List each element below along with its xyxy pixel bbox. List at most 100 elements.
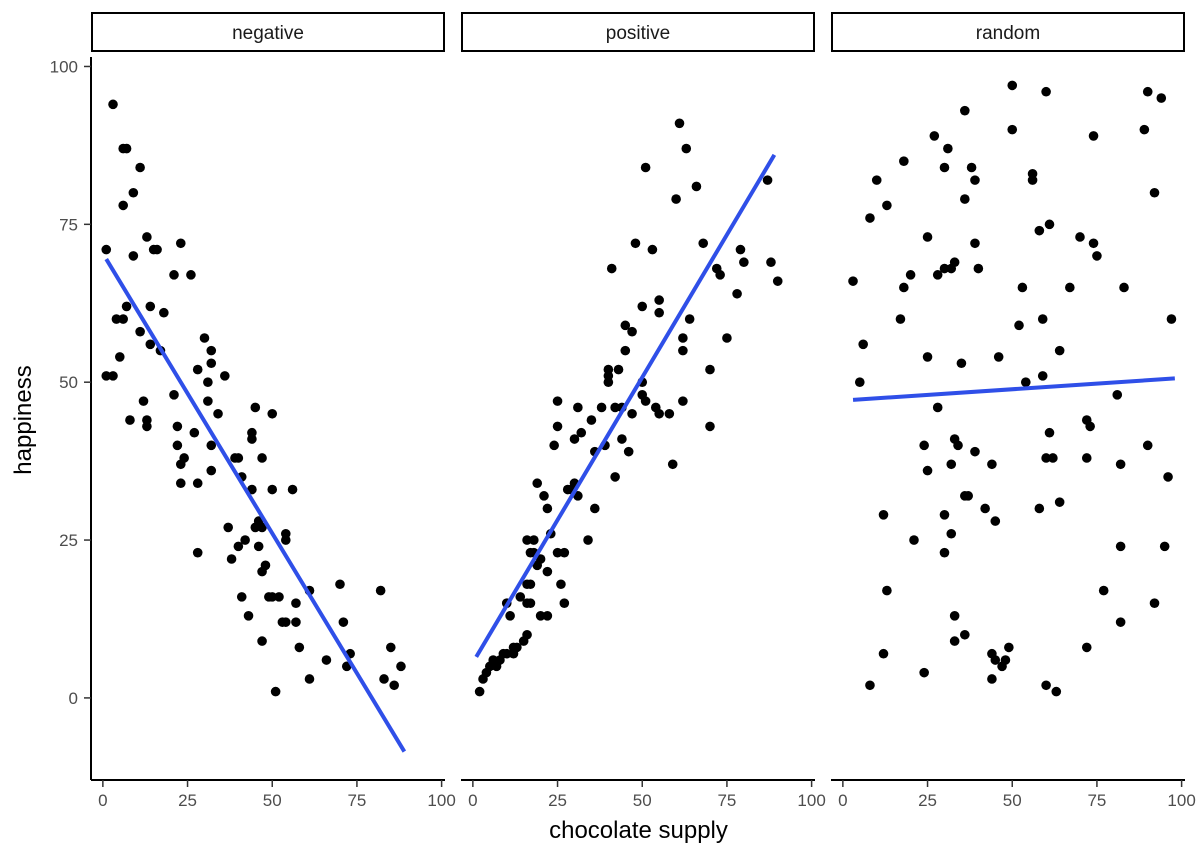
- data-point: [522, 535, 532, 545]
- panel-negative: negative 0 25 50 75 100 0 25 50 75 100: [50, 12, 456, 810]
- data-point: [610, 472, 620, 482]
- data-point: [529, 535, 539, 545]
- data-point: [128, 251, 139, 261]
- data-point: [1098, 585, 1109, 596]
- data-point: [142, 421, 152, 432]
- strip-label: negative: [232, 23, 304, 44]
- data-point: [987, 674, 997, 684]
- data-point: [664, 408, 675, 419]
- strip-label: random: [976, 23, 1040, 44]
- data-point: [943, 143, 953, 154]
- x-tick-label: 25: [918, 791, 937, 810]
- data-point: [684, 314, 695, 324]
- data-point: [1166, 314, 1177, 324]
- data-point: [253, 541, 264, 552]
- data-point: [145, 301, 156, 312]
- data-point: [396, 661, 406, 672]
- data-point: [287, 484, 298, 495]
- data-point: [960, 629, 970, 640]
- data-point: [111, 314, 122, 324]
- data-point: [121, 301, 132, 312]
- data-point: [772, 276, 783, 286]
- data-point: [596, 402, 607, 413]
- data-point: [1088, 238, 1099, 249]
- data-point: [620, 320, 631, 331]
- data-point: [135, 162, 145, 173]
- data-point: [960, 105, 970, 116]
- data-point: [960, 194, 970, 204]
- data-point: [1041, 453, 1051, 463]
- data-point: [722, 333, 732, 343]
- data-point: [525, 598, 536, 608]
- data-point: [108, 99, 118, 110]
- data-point: [379, 674, 389, 684]
- data-point: [175, 478, 186, 489]
- data-point: [291, 617, 301, 627]
- data-point: [583, 535, 593, 545]
- data-point: [1020, 377, 1031, 387]
- data-point: [909, 535, 919, 545]
- data-point: [542, 611, 553, 621]
- data-point: [226, 554, 237, 564]
- data-point: [1007, 124, 1018, 135]
- data-point: [1065, 282, 1075, 293]
- data-point: [501, 648, 512, 659]
- data-point: [674, 118, 685, 129]
- x-tick-label: 100: [1167, 791, 1195, 810]
- data-point: [1051, 686, 1062, 697]
- data-point: [179, 453, 189, 463]
- data-point: [206, 465, 217, 476]
- data-point: [949, 636, 960, 646]
- data-point: [735, 244, 746, 255]
- x-tick-label: 0: [98, 791, 107, 810]
- data-point: [932, 402, 943, 413]
- data-point: [905, 270, 916, 280]
- data-point: [990, 655, 1001, 665]
- data-point: [192, 547, 203, 558]
- strip-box: [91, 12, 445, 52]
- data-point: [939, 509, 950, 520]
- data-point: [620, 345, 631, 356]
- data-point: [1115, 541, 1126, 552]
- data-point: [552, 421, 563, 432]
- data-point: [1139, 124, 1150, 135]
- data-point: [617, 434, 627, 444]
- data-point: [1041, 680, 1051, 691]
- data-point: [142, 232, 152, 242]
- data-point: [1048, 453, 1058, 463]
- data-point: [858, 339, 868, 350]
- data-point: [654, 307, 664, 318]
- data-point: [549, 440, 559, 451]
- data-point: [169, 390, 179, 400]
- data-point: [970, 238, 980, 249]
- data-point: [199, 333, 210, 343]
- data-point: [236, 592, 247, 602]
- data-point: [203, 396, 213, 406]
- data-point: [678, 333, 688, 343]
- data-point: [1041, 86, 1051, 97]
- data-point: [895, 314, 906, 324]
- data-point: [1054, 497, 1065, 507]
- data-point: [922, 232, 933, 242]
- data-point: [980, 503, 990, 514]
- data-point: [654, 295, 664, 305]
- data-point: [1142, 440, 1153, 451]
- y-tick-label: 75: [59, 215, 78, 234]
- data-point: [532, 478, 543, 489]
- data-point: [848, 276, 858, 286]
- data-point: [922, 352, 933, 362]
- data-point: [385, 642, 396, 653]
- data-point: [114, 352, 125, 362]
- data-point: [121, 143, 132, 154]
- data-point: [637, 301, 648, 312]
- data-point: [882, 585, 892, 596]
- x-tick-label: 100: [427, 791, 455, 810]
- data-point: [922, 465, 933, 476]
- data-point: [515, 592, 526, 602]
- data-point: [260, 560, 271, 571]
- data-point: [573, 402, 583, 413]
- data-point: [101, 244, 112, 255]
- data-point: [871, 175, 882, 185]
- panels-layer: negative 0 25 50 75 100 0 25 50 75 100 positive 0 25 5…: [50, 12, 1196, 810]
